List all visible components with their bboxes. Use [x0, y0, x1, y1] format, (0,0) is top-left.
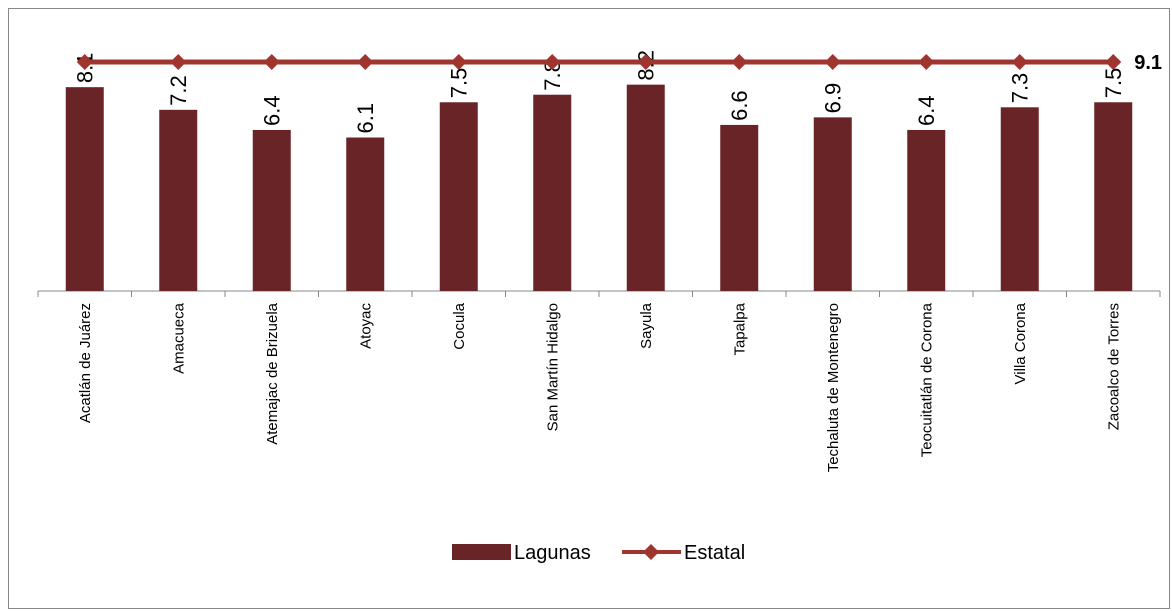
line-point-marker: [544, 54, 561, 70]
line-point-marker: [450, 54, 467, 70]
bar: [626, 84, 665, 292]
bar: [720, 124, 759, 292]
bar-data-label: 6.4: [260, 95, 285, 126]
category-label: Tapalpa: [731, 302, 748, 355]
bar: [813, 117, 852, 291]
bar-data-label: 7.2: [166, 75, 191, 106]
bar-data-label: 7.3: [1008, 73, 1033, 104]
category-label: San Martín Hidalgo: [544, 303, 561, 431]
line-point-marker: [918, 54, 935, 70]
x-axis-ticks: [37, 291, 1161, 297]
line-point-marker: [731, 54, 748, 70]
bar: [1094, 102, 1133, 291]
line-point-marker: [263, 54, 280, 70]
line-point-marker: [637, 54, 654, 70]
legend-label-estatal: Estatal: [684, 542, 745, 564]
bar: [533, 94, 572, 291]
bar-data-label: 7.5: [447, 68, 472, 99]
category-label: Cocula: [451, 302, 468, 349]
category-label: Sayula: [638, 302, 655, 349]
bar: [65, 87, 104, 292]
legend-marker-estatal: [643, 544, 659, 560]
line-point-marker: [357, 54, 374, 70]
category-label: Acatlán de Juárez: [77, 303, 94, 423]
category-label: Villa Corona: [1012, 302, 1029, 384]
bar: [159, 109, 198, 291]
bar-data-label: 6.1: [353, 103, 378, 134]
line-point-marker: [824, 54, 841, 70]
legend-swatch-lagunas: [452, 544, 511, 560]
bar: [907, 129, 946, 291]
bar: [346, 137, 385, 291]
bar-data-label: 6.9: [821, 83, 846, 114]
line-point-marker: [1011, 54, 1028, 70]
category-labels: Acatlán de Juárez Amacueca Atemajac de Bri…: [77, 302, 1123, 472]
line-series-estatal: 9.1: [76, 52, 1162, 74]
line-point-marker: [76, 54, 93, 70]
bar: [252, 129, 291, 291]
category-label: Atoyac: [357, 303, 374, 349]
chart-frame: [8, 8, 1170, 609]
bar: [1000, 107, 1039, 292]
bar-data-label: 6.6: [727, 90, 752, 121]
category-label: Amacueca: [170, 302, 187, 374]
bar-data-label: 7.5: [1101, 68, 1126, 99]
legend: Lagunas Estatal: [452, 542, 745, 564]
category-label: Techaluta de Montenegro: [825, 303, 842, 472]
bar-data-label: 6.4: [914, 95, 939, 126]
bar-series-lagunas: [65, 84, 1133, 292]
legend-label-lagunas: Lagunas: [514, 542, 591, 564]
category-label: Atemajac de Brizuela: [264, 302, 281, 444]
line-point-marker: [170, 54, 187, 70]
category-label: Zacoalco de Torres: [1105, 303, 1122, 430]
category-label: Teocuitatlán de Corona: [918, 302, 935, 457]
line-end-label: 9.1: [1134, 52, 1162, 74]
line-point-marker: [1105, 54, 1122, 70]
bar: [439, 102, 478, 291]
